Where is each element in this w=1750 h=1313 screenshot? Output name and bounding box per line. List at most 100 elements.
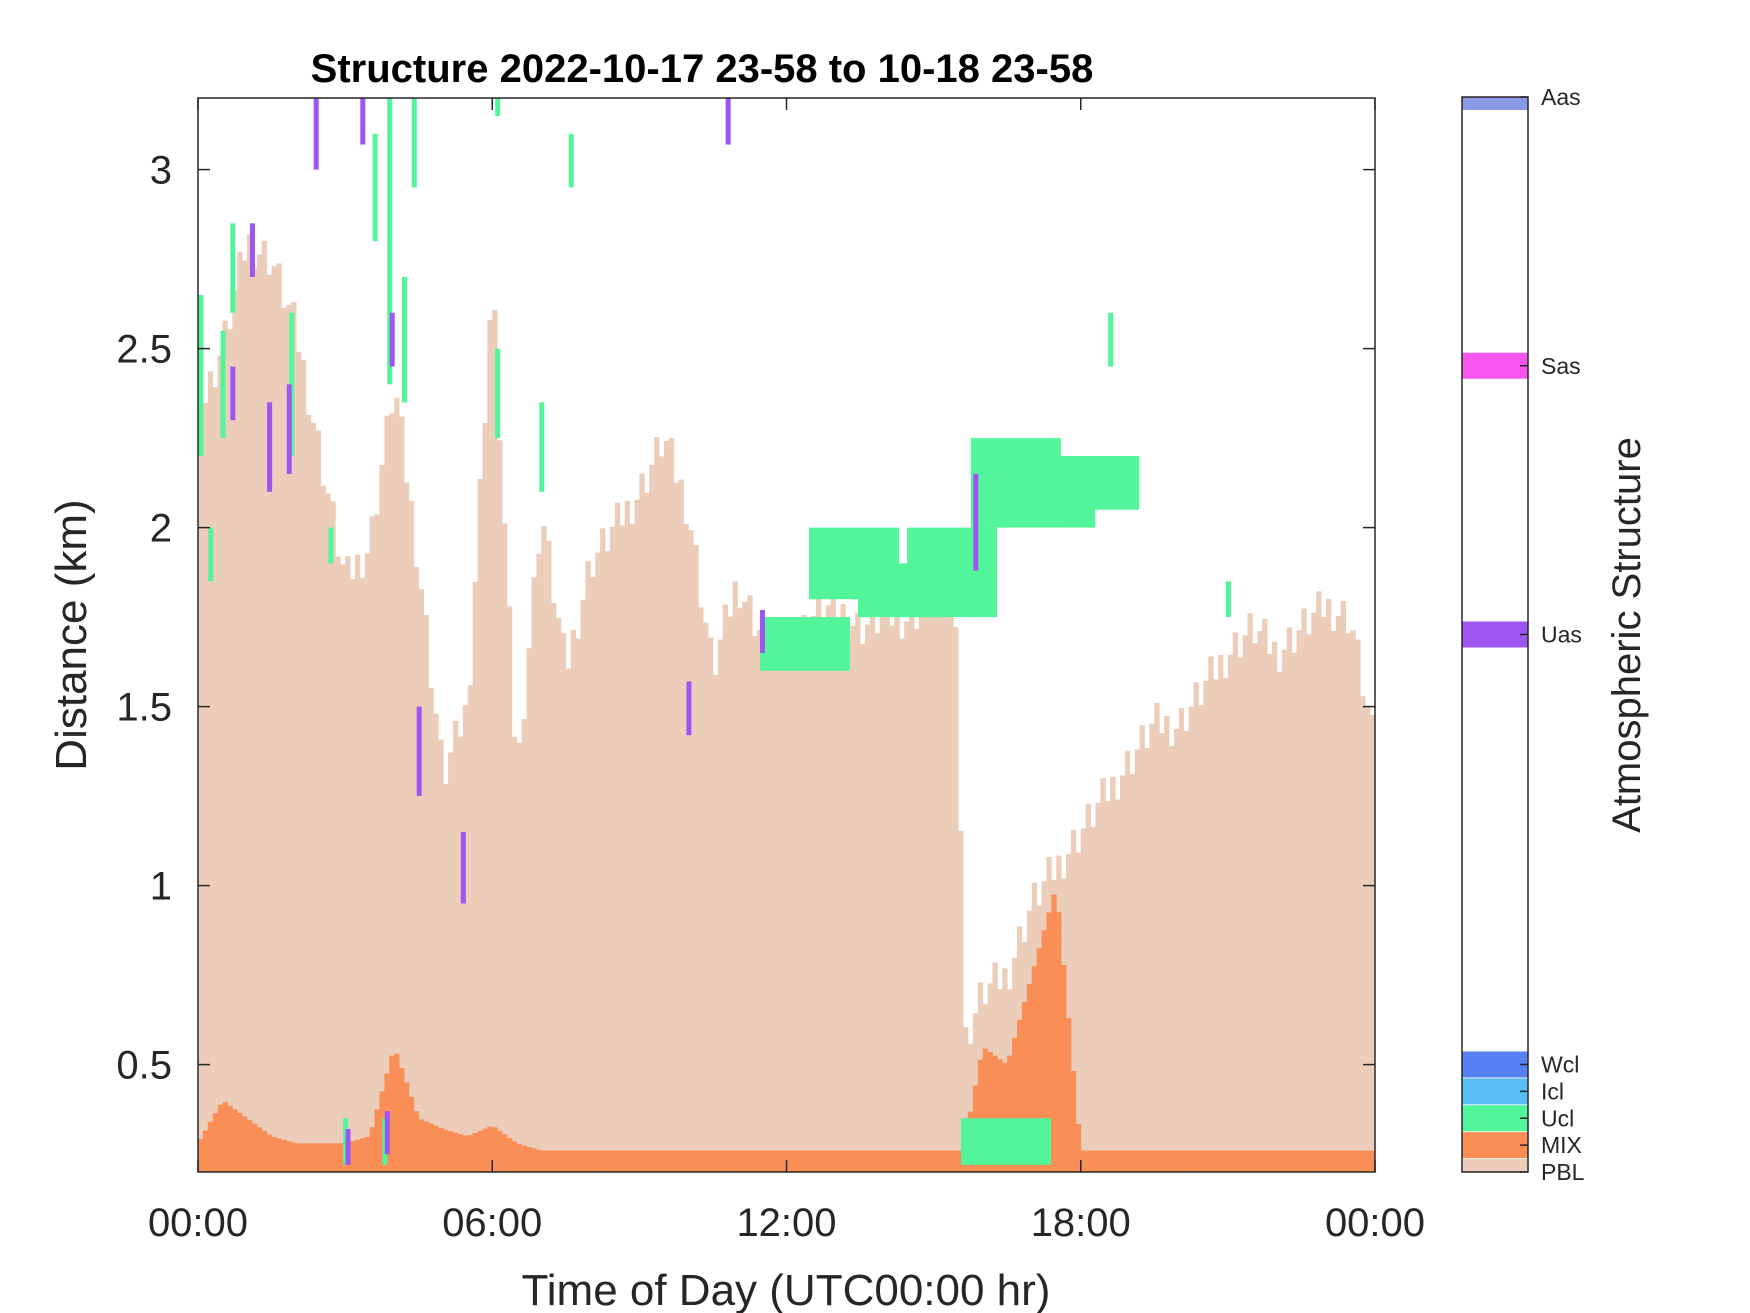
pbl-column — [668, 438, 675, 1173]
uas-segment — [460, 831, 466, 904]
mix-column — [776, 1150, 782, 1172]
pbl-column — [575, 638, 581, 1172]
uas-segment — [384, 1111, 390, 1155]
mix-column — [472, 1132, 478, 1172]
pbl-column — [261, 240, 268, 1173]
pbl-column — [536, 553, 542, 1172]
pbl-column — [1350, 630, 1356, 1172]
pbl-column — [359, 577, 366, 1172]
pbl-column — [369, 516, 375, 1172]
mix-column — [1183, 1150, 1190, 1172]
mix-column — [1061, 965, 1067, 1172]
mix-column — [502, 1134, 508, 1172]
mix-column — [1350, 1150, 1356, 1172]
mix-column — [565, 1150, 572, 1172]
pbl-column — [737, 608, 743, 1172]
mix-column — [296, 1143, 302, 1172]
pbl-column — [717, 639, 724, 1172]
mix-column — [546, 1150, 552, 1172]
pbl-column — [457, 736, 464, 1172]
mix-column — [335, 1143, 341, 1172]
pbl-column — [433, 713, 439, 1172]
colorbar-label-ucl: Ucl — [1541, 1105, 1574, 1131]
colorbar-block-wcl — [1462, 1051, 1528, 1078]
mix-column — [1164, 1150, 1170, 1172]
pbl-column — [1325, 598, 1332, 1172]
pbl-column — [796, 639, 802, 1172]
mix-column — [1066, 1018, 1072, 1172]
mix-column — [408, 1096, 415, 1172]
pbl-column — [678, 479, 684, 1172]
mix-column — [575, 1150, 581, 1172]
mix-column — [1154, 1150, 1160, 1172]
pbl-column — [506, 606, 513, 1172]
colorbar-title: Atmospheric Structure — [1605, 437, 1649, 833]
pbl-column — [315, 430, 321, 1173]
mix-column — [914, 1150, 920, 1172]
mix-column — [811, 1150, 817, 1172]
mix-column — [1105, 1150, 1111, 1172]
pbl-column — [663, 440, 670, 1173]
mix-column — [222, 1102, 228, 1172]
mix-column — [737, 1150, 743, 1172]
ucl-segment — [1049, 456, 1140, 510]
mix-column — [1276, 1150, 1283, 1172]
pbl-column — [1203, 680, 1209, 1172]
mix-column — [658, 1150, 665, 1172]
pbl-column — [1159, 733, 1165, 1172]
pbl-column — [904, 621, 910, 1172]
mix-column — [1080, 1150, 1087, 1172]
mix-column — [855, 1150, 861, 1172]
pbl-column — [649, 464, 655, 1172]
mix-column — [477, 1130, 483, 1172]
pbl-column — [374, 514, 380, 1172]
pbl-column — [418, 589, 424, 1172]
colorbar-label-pbl: PBL — [1541, 1159, 1585, 1185]
pbl-column — [1173, 728, 1180, 1172]
mix-column — [1100, 1150, 1106, 1172]
mix-column — [693, 1150, 699, 1172]
pbl-column — [1291, 652, 1297, 1172]
uas-segment — [416, 706, 422, 797]
pbl-column — [492, 309, 498, 1172]
pbl-column — [791, 663, 797, 1172]
y-tick-label: 1 — [150, 865, 172, 909]
pbl-column — [1066, 854, 1072, 1172]
mix-column — [663, 1150, 670, 1172]
x-axis: 00:00 06:00 12:00 18:00 00:00 — [148, 98, 1425, 1245]
pbl-column — [943, 611, 949, 1172]
pbl-column — [840, 604, 846, 1172]
y-tick-label: 0.5 — [116, 1044, 172, 1088]
mix-column — [717, 1150, 724, 1172]
pbl-column — [467, 685, 474, 1172]
x-tick-label: 06:00 — [442, 1201, 542, 1245]
mix-column — [958, 1150, 964, 1172]
uas-segment — [725, 98, 731, 145]
mix-column — [560, 1150, 567, 1172]
pbl-column — [556, 618, 562, 1172]
mix-column — [918, 1150, 925, 1172]
pbl-column — [1355, 639, 1361, 1172]
mix-column — [698, 1150, 704, 1172]
mix-column — [448, 1131, 454, 1172]
pbl-column — [752, 636, 758, 1172]
mix-column — [394, 1053, 400, 1172]
mix-column — [815, 1150, 822, 1172]
pbl-column — [1276, 671, 1283, 1172]
mix-column — [806, 1150, 812, 1172]
mix-column — [673, 1150, 679, 1172]
mix-column — [678, 1150, 684, 1172]
pbl-column — [757, 629, 763, 1172]
mix-column — [879, 1150, 885, 1172]
pbl-column — [761, 619, 768, 1172]
pbl-column — [462, 705, 469, 1172]
pbl-column — [202, 403, 209, 1172]
pbl-column — [1272, 641, 1278, 1172]
pbl-column — [703, 622, 709, 1172]
mix-column — [462, 1135, 469, 1172]
mix-column — [1041, 930, 1047, 1172]
mix-column — [261, 1130, 268, 1172]
mix-column — [683, 1150, 689, 1172]
mix-column — [506, 1137, 513, 1172]
mix-column — [688, 1150, 694, 1172]
